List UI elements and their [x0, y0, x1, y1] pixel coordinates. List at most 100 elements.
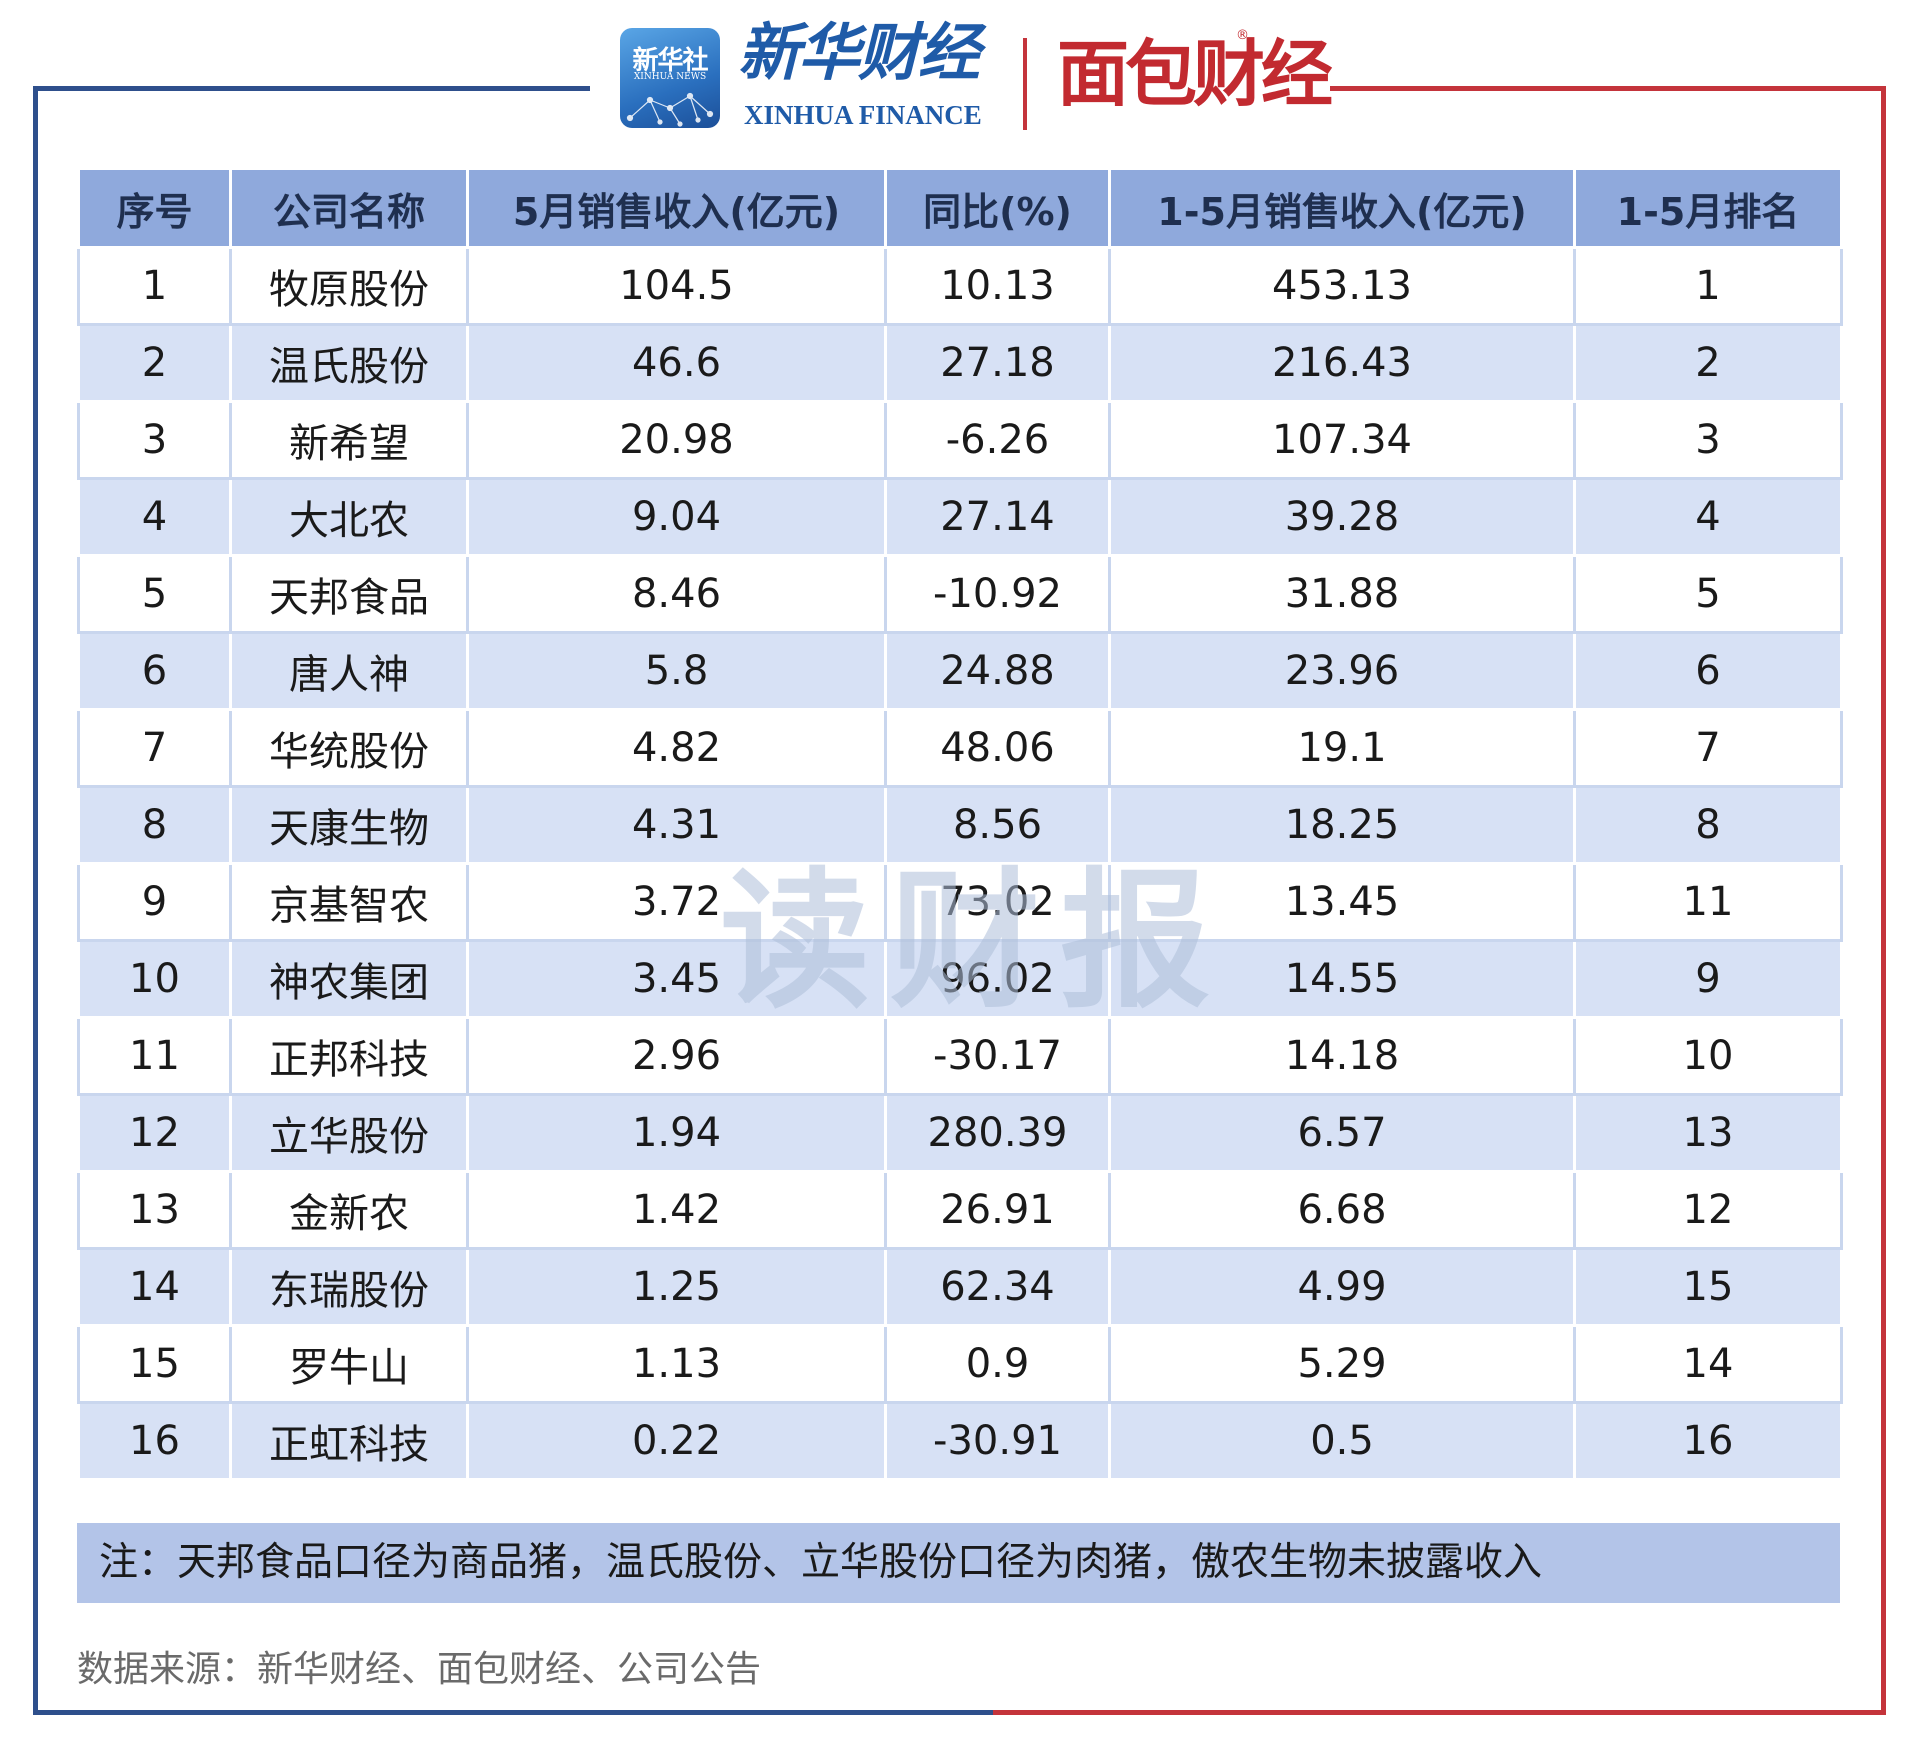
yoy-change-cell: 73.02: [884, 862, 1111, 942]
sales-table: 序号 公司名称 5月销售收入(亿元) 同比(%) 1-5月销售收入(亿元) 1-5月排名 …: [77, 167, 1843, 1481]
may-revenue-cell: 1.42: [466, 1170, 887, 1250]
rank-number-cell: 15: [77, 1324, 232, 1404]
yoy-change-cell: 0.9: [884, 1324, 1111, 1404]
mianbao-finance-logo: 面包财经: [1057, 32, 1333, 116]
yoy-change-cell: 280.39: [884, 1093, 1111, 1173]
frame-bottom-blue: [33, 1710, 993, 1715]
may-revenue-cell: 46.6: [466, 323, 887, 403]
rank-number-cell: 13: [77, 1170, 232, 1250]
yoy-change-cell: -30.17: [884, 1016, 1111, 1096]
company-name-cell: 京基智农: [229, 862, 469, 942]
yoy-change-cell: 62.34: [884, 1247, 1111, 1327]
column-header: 公司名称: [229, 167, 469, 249]
table-row: 12 立华股份 1.94 280.39 6.57 13: [77, 1093, 1843, 1173]
company-name-cell: 温氏股份: [229, 323, 469, 403]
company-name-cell: 正邦科技: [229, 1016, 469, 1096]
may-revenue-cell: 9.04: [466, 477, 887, 557]
yoy-change-cell: -6.26: [884, 400, 1111, 480]
ytd-rank-cell: 11: [1573, 862, 1843, 942]
rank-number-cell: 8: [77, 785, 232, 865]
may-revenue-cell: 0.22: [466, 1401, 887, 1481]
network-globe-icon: [626, 92, 714, 127]
column-header: 1-5月销售收入(亿元): [1108, 167, 1576, 249]
may-revenue-cell: 1.94: [466, 1093, 887, 1173]
yoy-change-cell: 27.14: [884, 477, 1111, 557]
may-revenue-cell: 8.46: [466, 554, 887, 634]
ytd-rank-cell: 7: [1573, 708, 1843, 788]
registered-mark: ®: [1236, 28, 1249, 43]
may-revenue-cell: 1.25: [466, 1247, 887, 1327]
company-name-cell: 华统股份: [229, 708, 469, 788]
xinhua-logo-text: 新华社: [632, 46, 708, 76]
ytd-revenue-cell: 18.25: [1108, 785, 1576, 865]
ytd-revenue-cell: 5.29: [1108, 1324, 1576, 1404]
may-revenue-cell: 3.72: [466, 862, 887, 942]
rank-number-cell: 11: [77, 1016, 232, 1096]
company-name-cell: 唐人神: [229, 631, 469, 711]
company-name-cell: 金新农: [229, 1170, 469, 1250]
ytd-revenue-cell: 0.5: [1108, 1401, 1576, 1481]
rank-number-cell: 2: [77, 323, 232, 403]
rank-number-cell: 4: [77, 477, 232, 557]
rank-number-cell: 7: [77, 708, 232, 788]
table-row: 16 正虹科技 0.22 -30.91 0.5 16: [77, 1401, 1843, 1481]
ytd-revenue-cell: 13.45: [1108, 862, 1576, 942]
ytd-revenue-cell: 453.13: [1108, 246, 1576, 326]
ytd-rank-cell: 8: [1573, 785, 1843, 865]
may-revenue-cell: 2.96: [466, 1016, 887, 1096]
column-header: 序号: [77, 167, 232, 249]
ytd-rank-cell: 10: [1573, 1016, 1843, 1096]
table-row: 6 唐人神 5.8 24.88 23.96 6: [77, 631, 1843, 711]
ytd-rank-cell: 3: [1573, 400, 1843, 480]
yoy-change-cell: 10.13: [884, 246, 1111, 326]
rank-number-cell: 6: [77, 631, 232, 711]
may-revenue-cell: 5.8: [466, 631, 887, 711]
may-revenue-cell: 104.5: [466, 246, 887, 326]
rank-number-cell: 14: [77, 1247, 232, 1327]
ytd-rank-cell: 16: [1573, 1401, 1843, 1481]
data-source: 数据来源：新华财经、面包财经、公司公告: [77, 1649, 762, 1690]
table-row: 11 正邦科技 2.96 -30.17 14.18 10: [77, 1016, 1843, 1096]
rank-number-cell: 9: [77, 862, 232, 942]
table-note: 注：天邦食品口径为商品猪，温氏股份、立华股份口径为肉猪，傲农生物未披露收入: [77, 1523, 1840, 1603]
ytd-rank-cell: 6: [1573, 631, 1843, 711]
rank-number-cell: 3: [77, 400, 232, 480]
may-revenue-cell: 3.45: [466, 939, 887, 1019]
frame-bottom-red: [993, 1710, 1886, 1715]
ytd-revenue-cell: 31.88: [1108, 554, 1576, 634]
table-row: 15 罗牛山 1.13 0.9 5.29 14: [77, 1324, 1843, 1404]
table-header-row: 序号 公司名称 5月销售收入(亿元) 同比(%) 1-5月销售收入(亿元) 1-5月排名: [77, 167, 1843, 249]
company-name-cell: 正虹科技: [229, 1401, 469, 1481]
company-name-cell: 大北农: [229, 477, 469, 557]
table-row: 9 京基智农 3.72 73.02 13.45 11: [77, 862, 1843, 942]
company-name-cell: 天邦食品: [229, 554, 469, 634]
company-name-cell: 天康生物: [229, 785, 469, 865]
table-row: 3 新希望 20.98 -6.26 107.34 3: [77, 400, 1843, 480]
table-row: 10 神农集团 3.45 96.02 14.55 9: [77, 939, 1843, 1019]
yoy-change-cell: -10.92: [884, 554, 1111, 634]
xinhua-news-logo: 新华社 XINHUA NEWS: [620, 28, 720, 128]
table-row: 4 大北农 9.04 27.14 39.28 4: [77, 477, 1843, 557]
rank-number-cell: 12: [77, 1093, 232, 1173]
ytd-rank-cell: 2: [1573, 323, 1843, 403]
column-header: 同比(%): [884, 167, 1111, 249]
company-name-cell: 立华股份: [229, 1093, 469, 1173]
table-row: 5 天邦食品 8.46 -10.92 31.88 5: [77, 554, 1843, 634]
ytd-revenue-cell: 4.99: [1108, 1247, 1576, 1327]
table-row: 14 东瑞股份 1.25 62.34 4.99 15: [77, 1247, 1843, 1327]
ytd-rank-cell: 5: [1573, 554, 1843, 634]
rank-number-cell: 5: [77, 554, 232, 634]
yoy-change-cell: -30.91: [884, 1401, 1111, 1481]
column-header: 5月销售收入(亿元): [466, 167, 887, 249]
xinhua-finance-logo-text: 新华财经: [738, 16, 980, 89]
yoy-change-cell: 24.88: [884, 631, 1111, 711]
xinhua-logo-subtext: XINHUA NEWS: [633, 72, 707, 82]
table-row: 1 牧原股份 104.5 10.13 453.13 1: [77, 246, 1843, 326]
may-revenue-cell: 20.98: [466, 400, 887, 480]
yoy-change-cell: 48.06: [884, 708, 1111, 788]
company-name-cell: 东瑞股份: [229, 1247, 469, 1327]
ytd-revenue-cell: 216.43: [1108, 323, 1576, 403]
company-name-cell: 神农集团: [229, 939, 469, 1019]
may-revenue-cell: 1.13: [466, 1324, 887, 1404]
rank-number-cell: 10: [77, 939, 232, 1019]
